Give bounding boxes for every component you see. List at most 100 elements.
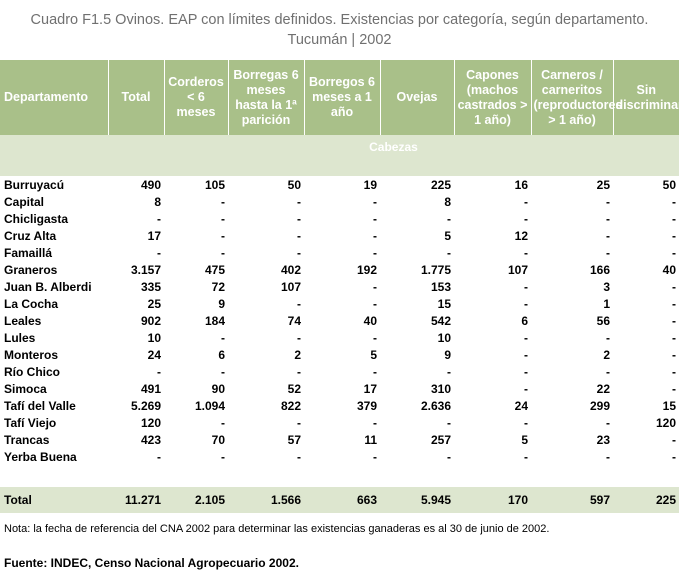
total-row: Total 11.271 2.105 1.566 663 5.945 170 5… bbox=[0, 487, 679, 513]
cell-ovejas: - bbox=[447, 449, 451, 464]
cell-corderos: - bbox=[221, 194, 225, 209]
cell-capones: - bbox=[524, 449, 528, 464]
cell-carneros: 23 bbox=[596, 432, 610, 447]
total-borregas: 1.566 bbox=[228, 487, 304, 513]
header-borregas: Borregas 6 meses hasta la 1ª parición bbox=[227, 60, 304, 135]
row-department-name: Río Chico bbox=[4, 364, 60, 379]
cell-borregos: 19 bbox=[363, 177, 377, 192]
table-row: Monteros 24 6 2 5 9 - 2 - bbox=[0, 346, 679, 363]
cell-borregos: - bbox=[373, 330, 377, 345]
spacer-row bbox=[0, 159, 679, 176]
cell-capones: - bbox=[524, 364, 528, 379]
total-borregos: 663 bbox=[304, 487, 380, 513]
cell-borregos: - bbox=[373, 194, 377, 209]
cell-ovejas: 257 bbox=[430, 432, 451, 447]
cell-total: 335 bbox=[140, 279, 161, 294]
cell-carneros: - bbox=[606, 228, 610, 243]
cell-ovejas: 10 bbox=[437, 330, 451, 345]
cell-borregos: 379 bbox=[356, 398, 377, 413]
cell-borregos: - bbox=[373, 449, 377, 464]
cell-capones: - bbox=[524, 279, 528, 294]
cell-corderos: - bbox=[221, 364, 225, 379]
cell-capones: - bbox=[524, 347, 528, 362]
cell-borregas: 402 bbox=[280, 262, 301, 277]
table-row: Juan B. Alberdi 335 72 107 - 153 - 3 - bbox=[0, 278, 679, 295]
row-department-name: Lules bbox=[4, 330, 36, 345]
cell-ovejas: 8 bbox=[444, 194, 451, 209]
cell-borregos: - bbox=[373, 279, 377, 294]
cell-corderos: - bbox=[221, 245, 225, 260]
cell-carneros: - bbox=[606, 449, 610, 464]
cell-corderos: 70 bbox=[211, 432, 225, 447]
cell-borregos: 11 bbox=[364, 432, 377, 447]
cell-total: 423 bbox=[140, 432, 161, 447]
cell-total: 17 bbox=[147, 228, 161, 243]
cell-borregas: - bbox=[297, 245, 301, 260]
cell-total: - bbox=[157, 364, 161, 379]
source-line: Fuente: INDEC, Censo Nacional Agropecuar… bbox=[4, 556, 299, 570]
table-row: Tafí del Valle 5.269 1.094 822 379 2.636 24 299… bbox=[0, 397, 679, 414]
cell-carneros: 2 bbox=[603, 347, 610, 362]
cell-total: 24 bbox=[147, 347, 161, 362]
units-row: Cabezas bbox=[0, 135, 679, 159]
cell-borregas: - bbox=[297, 449, 301, 464]
table-row: Tafí Viejo 120 - - - - - - 120 bbox=[0, 414, 679, 431]
cell-capones: 5 bbox=[521, 432, 528, 447]
table-row: Burruyacú 490 105 50 19 225 16 25 50 bbox=[0, 176, 679, 193]
cell-capones: - bbox=[524, 415, 528, 430]
cell-corderos: 72 bbox=[211, 279, 225, 294]
cell-borregos: - bbox=[373, 415, 377, 430]
cell-corderos: 6 bbox=[218, 347, 225, 362]
cell-capones: 107 bbox=[507, 262, 528, 277]
cell-carneros: - bbox=[606, 415, 610, 430]
total-ovejas: 5.945 bbox=[380, 487, 454, 513]
cell-borregos: 192 bbox=[356, 262, 377, 277]
cell-borregas: - bbox=[297, 296, 301, 311]
cell-sin: - bbox=[672, 449, 676, 464]
cell-borregas: 50 bbox=[287, 177, 301, 192]
cell-corderos: 90 bbox=[211, 381, 225, 396]
table-row: Leales 902 184 74 40 542 6 56 - bbox=[0, 312, 679, 329]
cell-ovejas: 5 bbox=[444, 228, 451, 243]
cell-sin: - bbox=[672, 228, 676, 243]
title-line-2: Tucumán | 2002 bbox=[287, 32, 392, 48]
footnote: Nota: la fecha de referencia del CNA 200… bbox=[4, 523, 550, 535]
cell-borregas: 52 bbox=[287, 381, 301, 396]
row-department-name: Tafí Viejo bbox=[4, 415, 57, 430]
cell-total: 120 bbox=[140, 415, 161, 430]
header-departamento: Departamento bbox=[0, 60, 108, 135]
cell-total: 902 bbox=[140, 313, 161, 328]
header-ovejas: Ovejas bbox=[379, 60, 454, 135]
cell-corderos: - bbox=[221, 211, 225, 226]
cell-sin: 50 bbox=[662, 177, 676, 192]
cell-sin: 120 bbox=[655, 415, 676, 430]
cell-borregos: - bbox=[373, 211, 377, 226]
row-department-name: Tafí del Valle bbox=[4, 398, 76, 413]
total-capones: 170 bbox=[454, 487, 531, 513]
row-department-name: Juan B. Alberdi bbox=[4, 279, 92, 294]
cell-borregas: - bbox=[297, 364, 301, 379]
cell-sin: - bbox=[672, 381, 676, 396]
cell-carneros: - bbox=[606, 364, 610, 379]
cell-sin: 40 bbox=[662, 262, 676, 277]
header-corderos: Corderos < 6 meses bbox=[163, 60, 228, 135]
total-total: 11.271 bbox=[108, 487, 164, 513]
header-carneros: Carneros / carneritos (reproductores > 1… bbox=[530, 60, 622, 135]
cell-capones: - bbox=[524, 245, 528, 260]
cell-borregas: - bbox=[297, 415, 301, 430]
cell-total: 491 bbox=[140, 381, 161, 396]
cell-sin: - bbox=[672, 432, 676, 447]
cell-carneros: 56 bbox=[596, 313, 610, 328]
cell-borregas: - bbox=[297, 211, 301, 226]
cell-ovejas: - bbox=[447, 245, 451, 260]
title-line-1: Cuadro F1.5 Ovinos. EAP con límites defi… bbox=[30, 12, 649, 28]
table-row: Capital 8 - - - 8 - - - bbox=[0, 193, 679, 210]
cell-ovejas: 153 bbox=[430, 279, 451, 294]
cell-borregas: 107 bbox=[280, 279, 301, 294]
total-label: Total bbox=[0, 487, 108, 513]
table-row: Chicligasta - - - - - - - - bbox=[0, 210, 679, 227]
cell-capones: - bbox=[524, 194, 528, 209]
cell-carneros: 1 bbox=[603, 296, 610, 311]
cell-carneros: 25 bbox=[596, 177, 610, 192]
cell-borregas: - bbox=[297, 194, 301, 209]
